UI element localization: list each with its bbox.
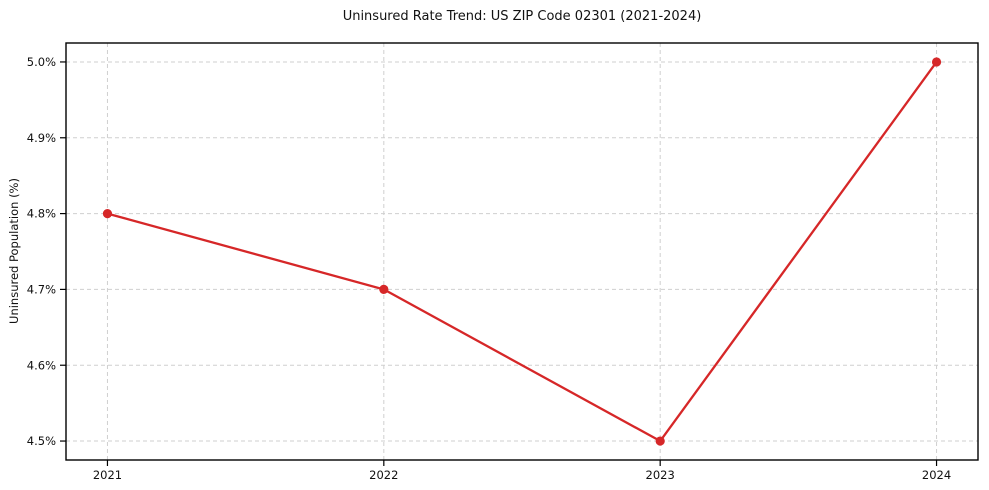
trend-line — [106, 60, 938, 443]
data-point — [655, 436, 665, 446]
x-tick-label: 2022 — [369, 468, 398, 482]
chart-title: Uninsured Rate Trend: US ZIP Code 02301 … — [342, 9, 702, 24]
y-tick-label: 4.8% — [27, 207, 56, 221]
y-tick-label: 4.6% — [27, 358, 56, 372]
data-point — [931, 57, 942, 67]
data-point — [102, 208, 113, 219]
y-tick-label: 4.5% — [27, 434, 56, 448]
y-tick-label: 5.0% — [27, 55, 56, 69]
data-point — [379, 284, 389, 295]
y-tick-label: 4.7% — [27, 282, 56, 296]
x-tick-label: 2023 — [646, 468, 675, 482]
x-tick-label: 2024 — [922, 468, 951, 482]
plot-border — [65, 42, 979, 461]
y-tick-label: 4.9% — [27, 131, 56, 145]
y-axis-label: Uninsured Population (%) — [7, 178, 21, 324]
x-tick-label: 2021 — [93, 468, 122, 482]
